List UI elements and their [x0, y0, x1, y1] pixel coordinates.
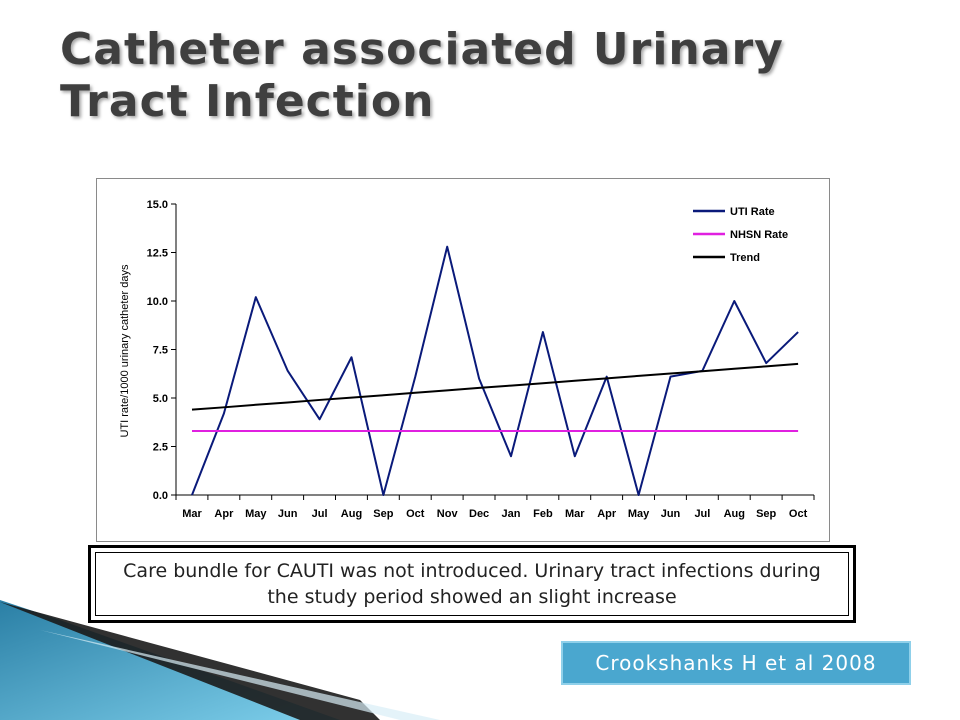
x-tick-label: Mar [182, 508, 202, 520]
x-tick-label: Dec [469, 508, 489, 520]
y-tick-label: 0.0 [153, 490, 168, 502]
citation-badge: Crookshanks H et al 2008 [561, 641, 911, 685]
x-tick-label: Jan [502, 508, 521, 520]
x-tick-label: Jun [661, 508, 681, 520]
chart-frame: 0.0 2.5 5.0 7.5 10.0 12.5 15.0 Mar Apr May Jun Jul A… [96, 178, 830, 542]
y-axis-label: UTI rate/1000 urinary catheter days [119, 264, 131, 438]
x-tick-label: Sep [756, 508, 776, 520]
x-tick-label: Oct [406, 508, 425, 520]
x-tick-label: Apr [597, 508, 617, 520]
x-tick-label: Aug [341, 508, 362, 520]
x-tick-label: May [628, 508, 650, 520]
slide-title: Catheter associated Urinary Tract Infect… [60, 24, 784, 127]
x-tick-label: May [245, 508, 267, 520]
x-tick-label: Feb [533, 508, 553, 520]
x-tick-label: Apr [214, 508, 234, 520]
legend-label-trend: Trend [730, 252, 760, 264]
legend-label-nhsn-rate: NHSN Rate [730, 229, 788, 241]
x-tick-label: Jun [278, 508, 298, 520]
x-tick-label: Aug [724, 508, 745, 520]
x-tick-label: Jul [694, 508, 710, 520]
y-tick-label: 15.0 [147, 199, 168, 211]
y-tick-label: 5.0 [153, 393, 168, 405]
y-tick-label: 2.5 [153, 442, 168, 454]
x-tick-label: Mar [565, 508, 585, 520]
y-tick-label: 7.5 [153, 345, 168, 357]
x-tick-label: Nov [437, 508, 459, 520]
y-tick-label: 12.5 [147, 248, 168, 260]
note-text: Care bundle for CAUTI was not introduced… [95, 552, 849, 616]
decorative-swoosh [0, 600, 440, 720]
line-chart: 0.0 2.5 5.0 7.5 10.0 12.5 15.0 Mar Apr May Jun Jul A… [119, 199, 815, 520]
legend-label-uti-rate: UTI Rate [730, 206, 775, 218]
x-tick-label: Jul [312, 508, 328, 520]
y-tick-label: 10.0 [147, 296, 168, 308]
note-box: Care bundle for CAUTI was not introduced… [88, 545, 856, 623]
series-line-trend [191, 362, 799, 411]
x-tick-label: Sep [373, 508, 393, 520]
x-tick-label: Oct [789, 508, 808, 520]
